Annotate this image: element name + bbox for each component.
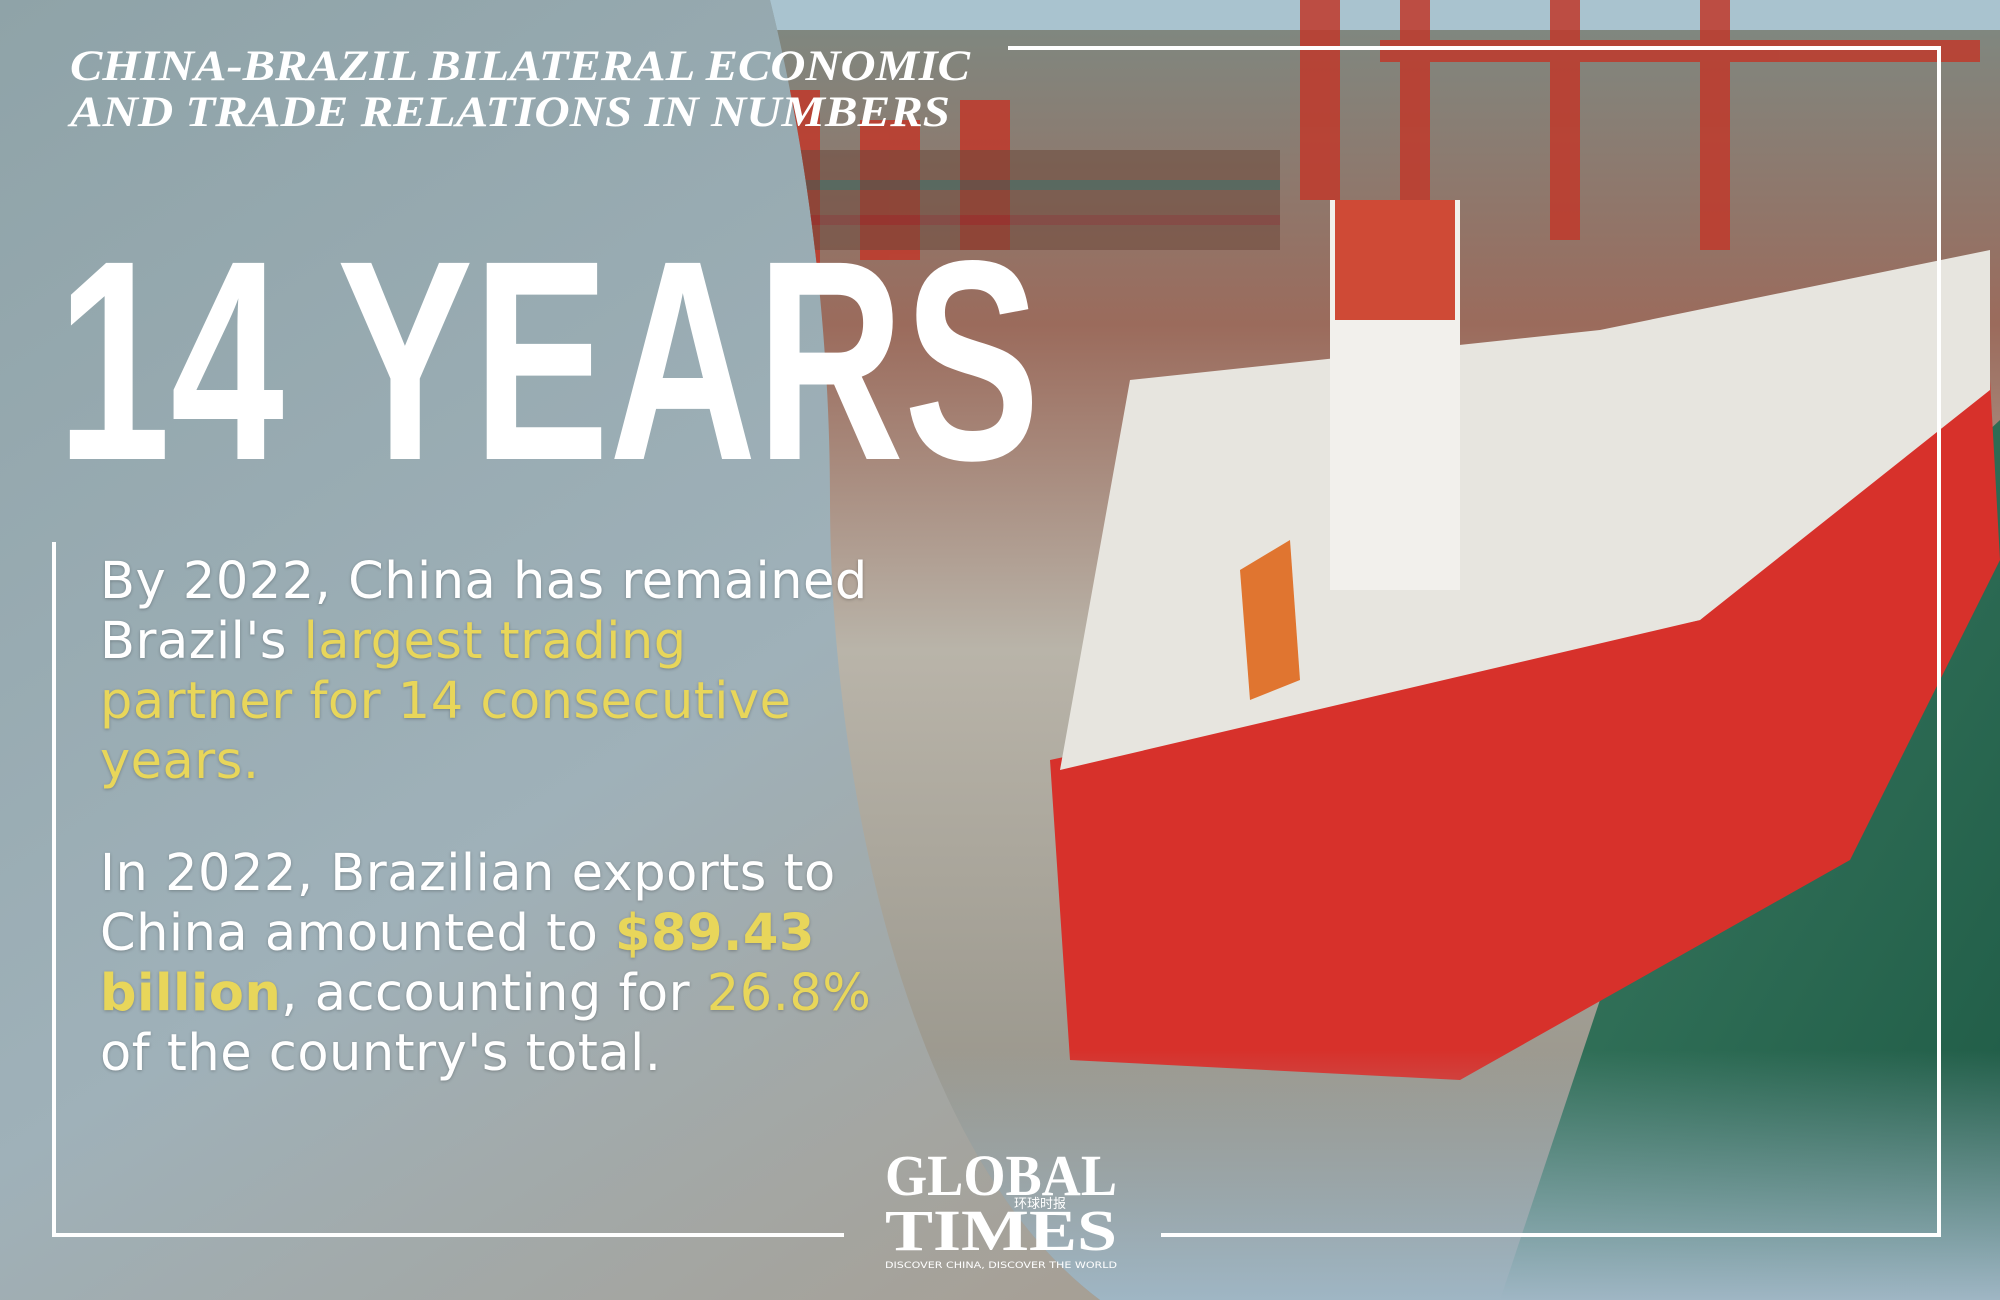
logo-tagline: DISCOVER CHINA, DISCOVER THE WORLD bbox=[885, 1261, 1117, 1271]
highlight: largest trading partner for 14 consecuti… bbox=[100, 612, 792, 791]
logo-chinese: 环球时报 bbox=[1014, 1197, 1066, 1212]
paragraph: By 2022, China has remained Brazil's lar… bbox=[100, 552, 890, 792]
title-line: CHINA-BRAZIL BILATERAL ECONOMIC bbox=[70, 43, 971, 90]
highlight: 26.8% bbox=[706, 964, 872, 1023]
logo-top: GLOBAL bbox=[885, 1143, 1117, 1208]
paragraph: In 2022, Brazilian exports to China amou… bbox=[100, 844, 890, 1084]
logo-bottom: TIMES bbox=[885, 1198, 1117, 1263]
headline: 14 YEARS bbox=[57, 202, 1040, 520]
text: By 2022, China has remained Brazil's bbox=[100, 552, 868, 671]
text: , accounting for bbox=[281, 964, 707, 1023]
highlight: $89.43 billion bbox=[100, 904, 815, 1023]
frame bbox=[52, 46, 1941, 1237]
title-line: AND TRADE RELATIONS IN NUMBERS bbox=[67, 89, 950, 136]
ship-hull bbox=[1050, 380, 2000, 1080]
text: of the country's total. bbox=[100, 1024, 662, 1083]
text: In 2022, Brazilian exports to China amou… bbox=[100, 844, 836, 963]
port-photo bbox=[770, 0, 2000, 1300]
